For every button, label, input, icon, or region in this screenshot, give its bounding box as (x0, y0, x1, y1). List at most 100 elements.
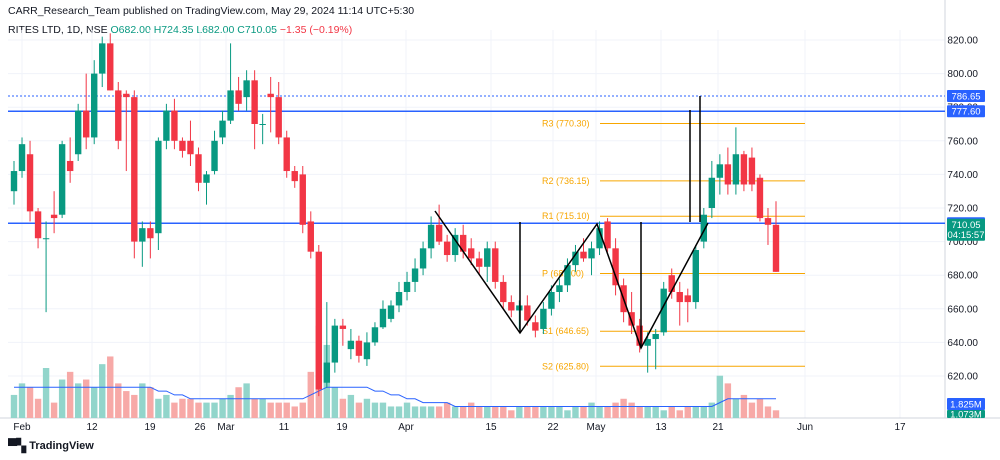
volume-bar (443, 402, 451, 418)
y-tick-label: 720.00 (947, 204, 978, 215)
x-tick-label: 12 (86, 422, 98, 433)
brand-name: TradingView (29, 440, 94, 452)
x-tick-label: 15 (485, 422, 497, 433)
candle-body (387, 305, 395, 319)
candle-body (347, 340, 355, 350)
candle-body (612, 248, 619, 286)
volume-bar (34, 398, 42, 418)
volume-bar (219, 398, 226, 418)
volume-bar (524, 406, 531, 418)
candle-body (171, 110, 178, 141)
candle-body (596, 228, 603, 249)
x-tick-label: 19 (144, 422, 156, 433)
volume-bar (604, 406, 611, 418)
price-axis-label-bg (947, 218, 985, 241)
volume-bar (18, 383, 26, 418)
candle-body (42, 238, 50, 240)
candle-body (155, 140, 162, 234)
volume-bar (363, 398, 371, 418)
candle-body (275, 97, 282, 138)
candle-body (283, 137, 290, 172)
candle-body (604, 221, 611, 249)
candle-body (459, 234, 467, 252)
volume-bar (123, 391, 130, 418)
candle-body (267, 93, 274, 98)
candle-body (476, 258, 483, 267)
candle-body (355, 340, 363, 356)
price-axis-label-bg (947, 105, 985, 118)
volume-bar (732, 398, 740, 418)
candle-body (147, 228, 154, 239)
volume-bar (179, 398, 186, 418)
candle-body (764, 218, 772, 225)
price-axis-label: 777.60 (951, 107, 980, 118)
volume-ma-line (14, 386, 776, 407)
volume-bar (411, 406, 419, 418)
volume-bar (692, 406, 699, 418)
volume-bar (171, 402, 178, 418)
tradingview-logo-icon: ▀▚ (8, 438, 26, 453)
volume-bar (700, 406, 708, 418)
volume-bar (556, 406, 563, 418)
x-tick-label: 22 (547, 422, 559, 433)
candle-body (179, 140, 186, 151)
candle-body (219, 120, 226, 138)
volume-bar (331, 387, 339, 418)
candle-body (251, 80, 258, 124)
candle-body (331, 325, 339, 363)
volume-bar (716, 375, 724, 418)
candle-body (548, 292, 555, 309)
volume-bar (580, 406, 587, 418)
volume-bar (371, 402, 379, 418)
y-tick-label: 820.00 (947, 36, 978, 47)
candle-body (395, 292, 403, 306)
y-tick-label: 680.00 (947, 271, 978, 282)
candle-body (756, 177, 764, 219)
volume-bar (58, 379, 66, 418)
open-value: O682.00 (110, 24, 151, 36)
volume-bar (764, 406, 772, 418)
high-value: H724.35 (153, 24, 194, 36)
x-tick-label: 13 (655, 422, 667, 433)
volume-bar (612, 402, 619, 418)
candle-body (50, 214, 58, 219)
candle-body (564, 265, 571, 286)
candle-body (107, 43, 114, 91)
candle-body (58, 144, 66, 215)
candle-body (307, 221, 314, 252)
volume-bar (379, 402, 387, 418)
candle-body (291, 171, 298, 182)
candle-body (227, 90, 234, 121)
y-tick-label: 640.00 (947, 338, 978, 349)
volume-bar (195, 402, 202, 418)
volume-bar (251, 398, 258, 418)
candle-body (203, 174, 210, 183)
candle-body (427, 224, 435, 249)
volume-bar (163, 394, 170, 418)
candle-body (740, 154, 748, 185)
candle-body (451, 234, 459, 256)
x-tick-label: 17 (894, 422, 906, 433)
y-tick-label: 620.00 (947, 372, 978, 383)
candle-body (91, 73, 98, 138)
volume-ma-label-bg (947, 398, 985, 410)
volume-bar (291, 406, 298, 418)
y-tick-label: 660.00 (947, 304, 978, 315)
x-tick-label: 21 (712, 422, 724, 433)
candle-body (443, 241, 451, 256)
volume-bar (740, 394, 748, 418)
candle-body (676, 292, 683, 303)
volume-bar (596, 406, 603, 418)
candle-body (500, 281, 507, 303)
candle-body (26, 154, 34, 212)
price-axis-label-bg (947, 90, 985, 103)
candle-body (435, 224, 443, 242)
volume-bar (42, 368, 50, 418)
candle-body (724, 164, 732, 185)
volume-bar (427, 406, 435, 418)
volume-bar (756, 398, 764, 418)
volume-bar (139, 383, 146, 418)
candle-body (540, 308, 547, 329)
volume-bar (50, 402, 58, 418)
